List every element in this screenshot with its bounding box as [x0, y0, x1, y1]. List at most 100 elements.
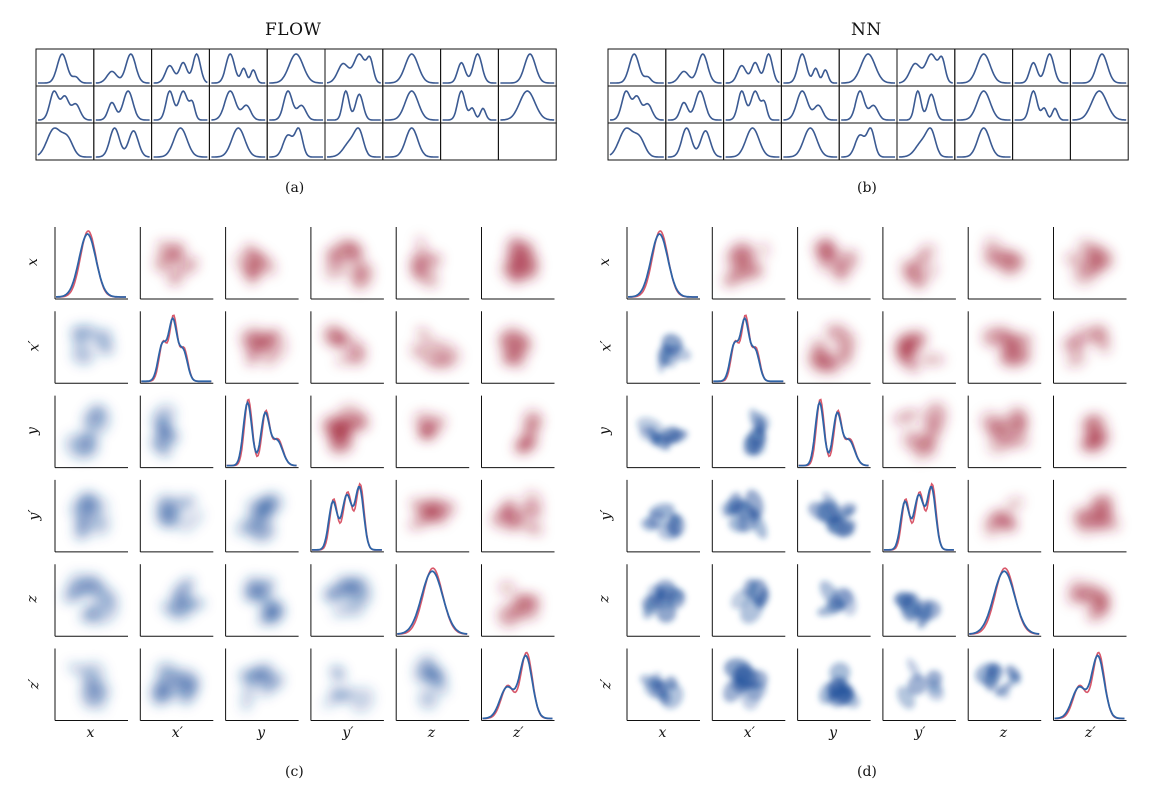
nn-reference-density — [1080, 414, 1113, 453]
nn-reference-density — [895, 330, 945, 372]
flow-reference-density — [499, 327, 533, 369]
nn-model-density — [641, 579, 686, 623]
nn-model-density — [897, 658, 945, 710]
nn-x-label: x′ — [743, 724, 755, 741]
nn-marginal-density-curve — [899, 89, 953, 121]
panel-b-marginals — [607, 48, 1129, 161]
nn-model-marginal — [1054, 654, 1125, 720]
flow-model-density — [65, 404, 110, 459]
flow-marginal-density-curve — [327, 89, 381, 121]
nn-model-density — [808, 491, 857, 538]
flow-model-density — [69, 492, 111, 540]
flow-reference-density — [410, 327, 462, 368]
nn-marginal-density-curve — [667, 90, 722, 121]
panel-c-corner-plot — [54, 227, 555, 721]
nn-model-marginal — [628, 232, 698, 298]
flow-marginal-cell — [324, 85, 384, 124]
nn-reference-marginal — [969, 567, 1040, 635]
nn-reference-density — [1063, 325, 1111, 367]
flow-marginal-density-curve — [500, 53, 555, 84]
nn-reference-density — [1072, 494, 1120, 536]
panel-a-marginals — [35, 48, 557, 161]
nn-marginal-density-curve — [841, 53, 895, 84]
flow-marginal-density-curve — [153, 52, 208, 84]
nn-marginal-density-curve — [898, 127, 953, 158]
flow-marginal-density-curve — [384, 90, 439, 121]
flow-reference-density — [513, 408, 543, 454]
nn-marginal-cell — [1012, 85, 1071, 124]
flow-marginal-density-curve — [326, 127, 381, 158]
nn-marginal-density-curve — [725, 52, 780, 84]
nn-x-label: x — [658, 724, 667, 741]
flow-marginal-density-curve — [269, 127, 323, 158]
nn-marginal-density-curve — [725, 89, 780, 121]
flow-marginal-cell — [35, 122, 95, 161]
flow-model-density — [322, 666, 374, 713]
flow-x-label: x — [86, 724, 95, 741]
flow-model-density — [67, 661, 111, 711]
nn-marginal-density-curve — [783, 127, 838, 158]
flow-marginal-cell — [497, 122, 557, 161]
flow-reference-marginal — [141, 314, 212, 383]
flow-marginal-cell — [440, 85, 499, 124]
nn-marginal-density-curve — [609, 127, 664, 158]
flow-marginal-density-curve — [269, 53, 323, 84]
nn-marginal-density-curve — [667, 127, 722, 158]
nn-marginal-density-curve — [841, 127, 895, 158]
flow-marginal-density-curve — [269, 90, 323, 121]
nn-reference-density — [723, 242, 770, 287]
flow-reference-density — [491, 491, 543, 534]
flow-reference-density — [408, 496, 456, 529]
nn-model-density — [743, 408, 770, 457]
flow-x-label: y′ — [342, 724, 354, 741]
flow-marginal-cell — [151, 85, 210, 124]
nn-marginal-cell — [607, 48, 667, 87]
nn-model-density — [817, 580, 857, 617]
flow-marginal-density-curve — [37, 127, 92, 158]
flow-model-density — [63, 573, 119, 624]
caption-b: (b) — [857, 180, 877, 196]
flow-model-density — [236, 493, 284, 541]
flow-model-marginal — [56, 232, 126, 298]
nn-x-label: z′ — [1085, 724, 1096, 741]
nn-marginal-density-curve — [609, 90, 664, 121]
flow-x-label: y — [257, 724, 266, 741]
nn-marginal-cell — [838, 85, 898, 124]
flow-model-marginal — [311, 486, 382, 551]
flow-marginal-density-curve — [442, 53, 497, 84]
flow-reference-density — [501, 236, 540, 285]
nn-marginal-cell — [1012, 122, 1071, 161]
nn-reference-density — [1067, 577, 1110, 621]
nn-model-density — [639, 672, 684, 710]
nn-marginal-density-curve — [956, 127, 1011, 158]
flow-reference-density — [239, 327, 288, 366]
nn-reference-density — [893, 402, 947, 461]
flow-model-marginal — [397, 570, 468, 635]
nn-marginal-cell — [723, 85, 782, 124]
flow-reference-density — [413, 412, 446, 441]
flow-reference-density — [410, 235, 442, 288]
flow-marginal-density-curve — [95, 90, 150, 121]
nn-marginal-cell — [1069, 122, 1129, 161]
nn-marginal-cell — [1069, 48, 1129, 87]
panel-d-corner-plot — [626, 227, 1127, 721]
nn-marginal-density-curve — [956, 90, 1011, 121]
flow-model-density — [324, 576, 371, 617]
nn-marginal-cell — [838, 122, 898, 161]
flow-marginal-density-curve — [95, 127, 150, 158]
flow-marginal-cell — [266, 85, 326, 124]
nn-reference-marginal — [1054, 651, 1125, 720]
nn-marginal-density-curve — [1072, 53, 1127, 84]
nn-reference-density — [1065, 239, 1113, 286]
nn-model-density — [721, 489, 768, 539]
nn-marginal-density-curve — [667, 53, 722, 84]
flow-model-density — [161, 578, 206, 620]
flow-marginal-cell — [497, 48, 557, 87]
nn-reference-density — [807, 324, 857, 374]
caption-c: (c) — [285, 764, 304, 780]
flow-marginal-cell — [440, 48, 499, 87]
nn-marginal-density-curve — [610, 53, 664, 84]
flow-marginal-density-curve — [211, 127, 266, 158]
flow-marginal-cell — [324, 122, 384, 161]
flow-marginal-density-curve — [500, 90, 555, 121]
